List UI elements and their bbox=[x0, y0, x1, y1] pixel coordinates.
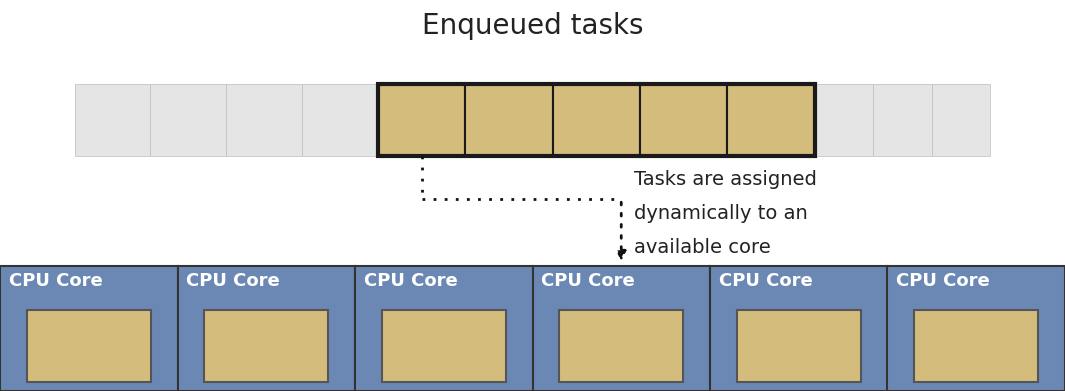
Text: Enqueued tasks: Enqueued tasks bbox=[422, 12, 643, 40]
Text: CPU Core: CPU Core bbox=[896, 272, 989, 290]
Bar bbox=[378, 84, 815, 156]
Text: Tasks are assigned
dynamically to an
available core: Tasks are assigned dynamically to an ava… bbox=[634, 170, 817, 257]
Bar bbox=[150, 84, 226, 156]
Bar bbox=[914, 310, 1038, 382]
Bar bbox=[27, 310, 151, 382]
Bar bbox=[465, 84, 553, 156]
Bar bbox=[355, 266, 532, 391]
Text: CPU Core: CPU Core bbox=[186, 272, 280, 290]
Bar bbox=[302, 84, 378, 156]
Bar bbox=[640, 84, 727, 156]
Text: CPU Core: CPU Core bbox=[9, 272, 102, 290]
Bar bbox=[737, 310, 861, 382]
Bar bbox=[226, 84, 302, 156]
Bar bbox=[204, 310, 328, 382]
Bar bbox=[710, 266, 887, 391]
Bar bbox=[381, 310, 506, 382]
Bar bbox=[532, 266, 710, 391]
Bar bbox=[887, 266, 1065, 391]
Bar bbox=[553, 84, 640, 156]
Bar bbox=[75, 84, 990, 156]
Bar bbox=[932, 84, 990, 156]
Bar bbox=[873, 84, 932, 156]
Text: CPU Core: CPU Core bbox=[363, 272, 457, 290]
Text: CPU Core: CPU Core bbox=[719, 272, 813, 290]
Bar bbox=[727, 84, 815, 156]
Text: CPU Core: CPU Core bbox=[541, 272, 635, 290]
Bar bbox=[75, 84, 150, 156]
Bar bbox=[0, 266, 178, 391]
Bar bbox=[815, 84, 873, 156]
Bar bbox=[559, 310, 684, 382]
Bar bbox=[178, 266, 355, 391]
Bar bbox=[378, 84, 465, 156]
